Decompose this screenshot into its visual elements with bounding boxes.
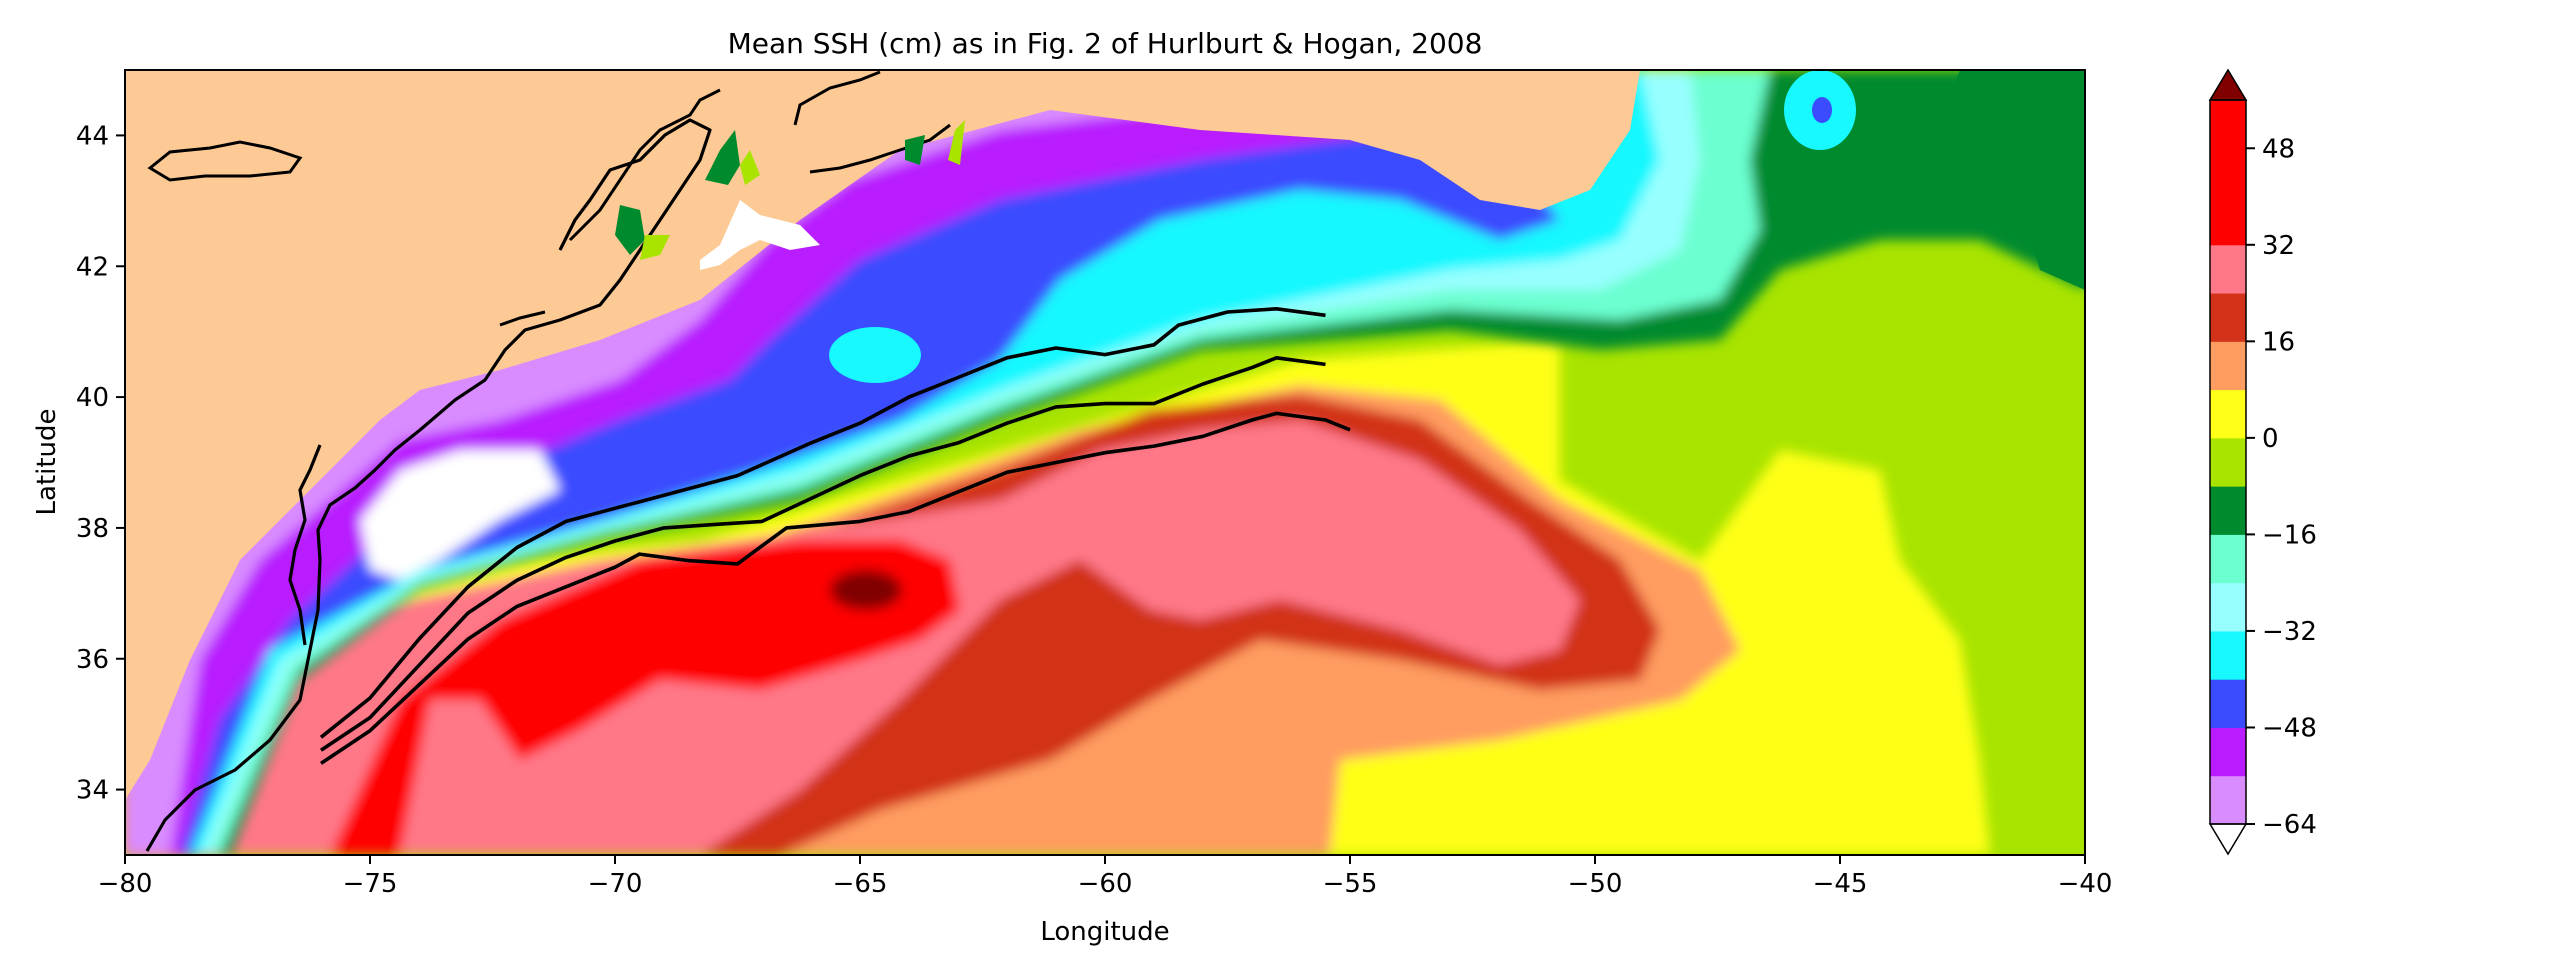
colorbar-frame xyxy=(2209,99,2247,825)
contour-fills xyxy=(125,340,1990,855)
colorbar-segment xyxy=(2210,148,2246,198)
coastline-3 xyxy=(147,140,303,182)
colorbar-extend-over xyxy=(2208,68,2248,101)
bank-patch-4 xyxy=(640,235,670,260)
y-tick-label: 38 xyxy=(76,514,109,544)
colorbar-segment xyxy=(2210,196,2246,246)
x-axis: −80 −75 −70 −65 −60 −55 −50 −45 −40 xyxy=(98,855,2113,899)
x-tick-label: −40 xyxy=(2058,869,2113,899)
contour-fill-red xyxy=(330,540,960,855)
bank-patch-6 xyxy=(948,120,965,165)
colorbar-segment xyxy=(2210,293,2246,342)
front-line-1 xyxy=(319,307,1326,739)
colorbar-tick-label: 0 xyxy=(2262,424,2279,454)
front-line-3 xyxy=(320,411,1351,765)
colorbar-tick-label: 32 xyxy=(2262,231,2295,261)
y-tick-label: 34 xyxy=(76,776,109,806)
coastline-6 xyxy=(809,123,951,174)
bank-patch-2 xyxy=(740,150,760,185)
colorbar-segment xyxy=(2210,486,2246,535)
x-tick-label: −55 xyxy=(1323,869,1378,899)
front-line-2 xyxy=(320,356,1326,752)
colorbar-segment xyxy=(2210,679,2246,728)
colorbar-segment xyxy=(2210,341,2246,391)
x-tick-label: −50 xyxy=(1568,869,1623,899)
colorbar-tick-label: −64 xyxy=(2262,810,2317,840)
colorbar-tick-label: −32 xyxy=(2262,617,2317,647)
coastline-2 xyxy=(288,444,322,646)
contour-fill-green-ne xyxy=(1940,70,2085,290)
colorbar-tick-label: 48 xyxy=(2262,134,2295,164)
y-tick-label: 42 xyxy=(76,252,109,282)
x-tick-label: −70 xyxy=(588,869,643,899)
y-tick-label: 40 xyxy=(76,383,109,413)
y-tick-label: 44 xyxy=(76,121,109,151)
bank-patch-5 xyxy=(905,135,925,165)
colorbar-segment xyxy=(2210,727,2246,777)
colorbar-segment xyxy=(2210,630,2246,680)
contour-fill-cyan-eddy xyxy=(829,327,921,383)
chart-title: Mean SSH (cm) as in Fig. 2 of Hurlburt &… xyxy=(728,27,1483,60)
contour-fill-max xyxy=(830,570,902,610)
contour-fill-white xyxy=(360,450,560,580)
x-tick-label: −60 xyxy=(1078,869,1133,899)
bank-patch-7 xyxy=(700,200,820,270)
bank-patch-1 xyxy=(705,130,740,185)
x-axis-label: Longitude xyxy=(1040,917,1169,947)
fronts xyxy=(319,307,1351,765)
colorbar-tick-label: −16 xyxy=(2262,520,2317,550)
coastline-4 xyxy=(568,88,721,242)
colorbar-segment xyxy=(2210,389,2246,439)
coastline xyxy=(145,118,712,852)
colorbar-segment xyxy=(2210,244,2246,294)
y-axis: 34 36 38 40 42 44 xyxy=(76,121,125,806)
colorbar-segment xyxy=(2210,534,2246,584)
land-nova-scotia xyxy=(1300,70,1640,120)
colorbar-segment xyxy=(2210,775,2246,825)
contour-fill-blue-north xyxy=(1812,97,1832,123)
colorbar-segment xyxy=(2210,100,2246,149)
colorbar-segment xyxy=(2210,437,2246,487)
x-tick-label: −75 xyxy=(343,869,398,899)
y-axis-label: Latitude xyxy=(32,408,62,515)
colorbar-tick-label: −48 xyxy=(2262,713,2317,743)
x-tick-label: −45 xyxy=(1813,869,1868,899)
coastline-7 xyxy=(499,310,546,327)
y-tick-label: 36 xyxy=(76,645,109,675)
bank-patch-3 xyxy=(615,205,645,255)
colorbar-segment xyxy=(2210,582,2246,632)
coastline-5 xyxy=(793,70,881,126)
ssh-map xyxy=(125,70,2085,855)
x-tick-label: −65 xyxy=(833,869,888,899)
land-north-america xyxy=(125,70,1640,800)
x-tick-label: −80 xyxy=(98,869,153,899)
colorbar: −64 −48 −32 −16 0 16 32 48 xyxy=(2208,68,2317,856)
colorbar-tick-label: 16 xyxy=(2262,327,2295,357)
colorbar-extend-under xyxy=(2208,823,2248,856)
